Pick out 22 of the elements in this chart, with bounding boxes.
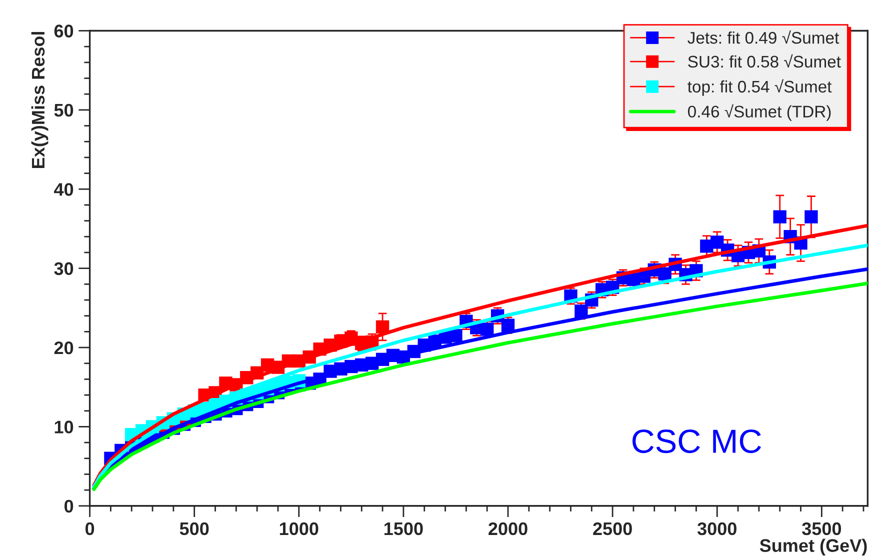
x-tick-label: 2000 — [488, 522, 528, 536]
x-axis-title: Sumet (GeV) — [760, 538, 867, 556]
x-tick-label: 1500 — [384, 522, 423, 536]
y-tick-label: 30 — [54, 262, 74, 276]
annotation: CSC MC — [632, 429, 761, 454]
legend-label: SU3: fit 0.58 √Sumet — [688, 54, 841, 68]
y-axis-title: Ex(y)Miss Resol — [31, 32, 48, 168]
y-tick-label: 20 — [54, 341, 74, 354]
y-tick-label: 10 — [54, 420, 74, 434]
x-tick-label: 1000 — [280, 522, 318, 536]
y-tick-label: 40 — [54, 183, 74, 196]
x-tick-label: 0 — [85, 522, 94, 536]
y-tick-label: 60 — [54, 24, 74, 38]
legend-label: 0.46 √Sumet (TDR) — [688, 104, 831, 121]
x-tick-label: 3500 — [802, 522, 842, 536]
y-tick-label: 0 — [64, 500, 74, 513]
x-tick-label: 2500 — [593, 522, 632, 536]
legend-label: Jets: fit 0.49 √Sumet — [688, 30, 840, 44]
x-tick-label: 3000 — [697, 522, 736, 536]
y-tick-label: 50 — [54, 104, 74, 117]
x-tick-label: 500 — [180, 522, 209, 536]
legend-label: top: fit 0.54 √Sumet — [688, 79, 832, 96]
